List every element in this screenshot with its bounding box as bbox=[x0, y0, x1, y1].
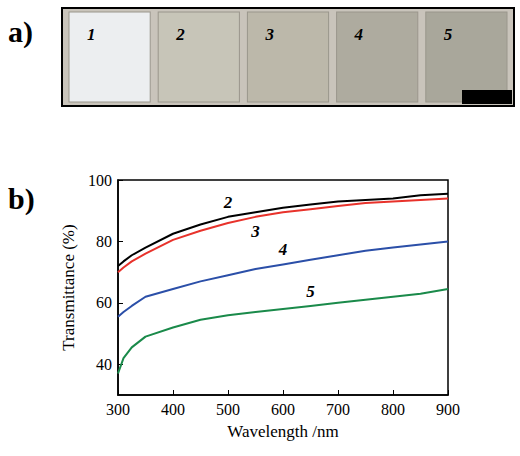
svg-text:b): b) bbox=[8, 182, 35, 216]
svg-text:3: 3 bbox=[264, 25, 274, 44]
svg-text:a): a) bbox=[8, 15, 33, 49]
svg-text:3: 3 bbox=[250, 222, 260, 241]
svg-text:300: 300 bbox=[106, 401, 130, 418]
svg-text:1: 1 bbox=[87, 25, 96, 44]
svg-text:700: 700 bbox=[326, 401, 350, 418]
svg-text:40: 40 bbox=[96, 356, 112, 373]
svg-text:100: 100 bbox=[88, 172, 112, 189]
svg-text:900: 900 bbox=[436, 401, 460, 418]
svg-text:Transmittance (%): Transmittance (%) bbox=[59, 224, 78, 350]
svg-text:600: 600 bbox=[271, 401, 295, 418]
svg-text:5: 5 bbox=[444, 25, 453, 44]
svg-text:4: 4 bbox=[354, 25, 364, 44]
svg-text:4: 4 bbox=[278, 240, 288, 259]
svg-text:60: 60 bbox=[96, 294, 112, 311]
svg-text:80: 80 bbox=[96, 233, 112, 250]
svg-text:2: 2 bbox=[175, 25, 185, 44]
svg-text:2: 2 bbox=[223, 193, 233, 212]
svg-text:800: 800 bbox=[381, 401, 405, 418]
svg-text:400: 400 bbox=[161, 401, 185, 418]
svg-text:500: 500 bbox=[216, 401, 240, 418]
svg-text:Wavelength /nm: Wavelength /nm bbox=[227, 422, 338, 441]
svg-text:5: 5 bbox=[306, 282, 315, 301]
